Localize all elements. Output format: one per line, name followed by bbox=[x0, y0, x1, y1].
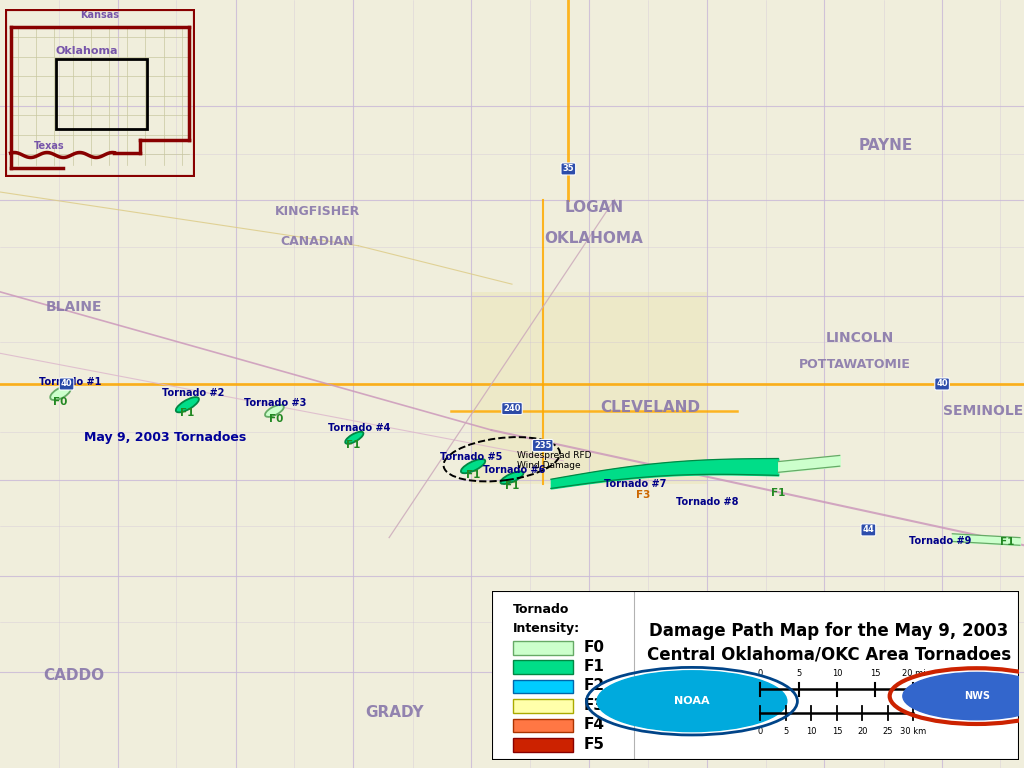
Text: F1: F1 bbox=[505, 481, 519, 492]
Text: Oklahoma: Oklahoma bbox=[56, 46, 119, 56]
Bar bbox=[513, 700, 573, 713]
Text: CADDO: CADDO bbox=[43, 668, 104, 684]
Text: Tornado #5: Tornado #5 bbox=[440, 452, 503, 462]
Text: F3: F3 bbox=[636, 490, 650, 501]
Text: 40: 40 bbox=[60, 379, 73, 389]
Ellipse shape bbox=[50, 386, 71, 400]
Text: Tornado #4: Tornado #4 bbox=[328, 422, 390, 433]
Text: NOAA: NOAA bbox=[674, 696, 710, 707]
Text: 0: 0 bbox=[758, 668, 763, 677]
Text: Tornado: Tornado bbox=[513, 603, 569, 616]
Text: F3: F3 bbox=[584, 698, 605, 713]
Text: 15: 15 bbox=[870, 668, 881, 677]
Text: Tornado #3: Tornado #3 bbox=[244, 398, 306, 409]
Bar bbox=[513, 719, 573, 732]
Text: 30 km: 30 km bbox=[900, 727, 927, 736]
Bar bbox=[513, 738, 573, 752]
Text: 20: 20 bbox=[857, 727, 867, 736]
Text: 10: 10 bbox=[806, 727, 817, 736]
Text: GRADY: GRADY bbox=[365, 705, 424, 720]
Text: POTTAWATOMIE: POTTAWATOMIE bbox=[799, 359, 911, 371]
Text: F4: F4 bbox=[584, 717, 605, 733]
Text: LOGAN: LOGAN bbox=[564, 200, 624, 215]
Text: Tornado #7: Tornado #7 bbox=[604, 478, 667, 489]
Text: F2: F2 bbox=[584, 678, 605, 694]
Text: OKLAHOMA: OKLAHOMA bbox=[545, 230, 643, 246]
Text: 25: 25 bbox=[883, 727, 893, 736]
Bar bbox=[513, 660, 573, 674]
Text: F1: F1 bbox=[771, 488, 785, 498]
Ellipse shape bbox=[176, 397, 199, 412]
Text: Widespread RFD
Wind Damage: Widespread RFD Wind Damage bbox=[517, 451, 592, 471]
Text: Tornado #6: Tornado #6 bbox=[483, 465, 546, 475]
Text: 15: 15 bbox=[831, 727, 842, 736]
Text: May 9, 2003 Tornadoes: May 9, 2003 Tornadoes bbox=[84, 432, 246, 444]
Text: Tornado #8: Tornado #8 bbox=[676, 496, 738, 507]
Text: 10: 10 bbox=[831, 668, 842, 677]
Text: 5: 5 bbox=[796, 668, 802, 677]
Text: Intensity:: Intensity: bbox=[513, 622, 580, 635]
Text: F1: F1 bbox=[1000, 537, 1015, 548]
Text: PAYNE: PAYNE bbox=[859, 138, 912, 154]
Text: 0: 0 bbox=[758, 727, 763, 736]
Ellipse shape bbox=[345, 432, 364, 444]
Text: F0: F0 bbox=[53, 396, 68, 407]
Bar bbox=[513, 641, 573, 654]
Text: Kansas: Kansas bbox=[80, 9, 120, 20]
Text: F0: F0 bbox=[269, 413, 284, 424]
Text: KINGFISHER: KINGFISHER bbox=[274, 205, 360, 217]
Text: 240: 240 bbox=[503, 404, 521, 413]
Text: SEMINOLE: SEMINOLE bbox=[943, 404, 1023, 418]
Text: F1: F1 bbox=[466, 469, 480, 480]
Circle shape bbox=[597, 670, 786, 732]
Ellipse shape bbox=[501, 472, 523, 484]
Text: CANADIAN: CANADIAN bbox=[281, 236, 354, 248]
Text: 235: 235 bbox=[534, 441, 552, 450]
Text: MO: MO bbox=[526, 720, 549, 732]
Text: F5: F5 bbox=[584, 737, 605, 752]
Text: 40: 40 bbox=[936, 379, 948, 389]
Text: F1: F1 bbox=[584, 659, 605, 674]
Text: F1: F1 bbox=[346, 440, 360, 451]
Text: Tornado #1: Tornado #1 bbox=[39, 377, 101, 388]
Text: NWS: NWS bbox=[964, 691, 989, 701]
Text: BLAINE: BLAINE bbox=[45, 300, 102, 314]
Text: LINCOLN: LINCOLN bbox=[826, 331, 894, 345]
Text: 20 mi: 20 mi bbox=[901, 668, 926, 677]
Bar bbox=[471, 292, 707, 484]
Text: Texas: Texas bbox=[34, 141, 65, 151]
Ellipse shape bbox=[461, 459, 485, 473]
Text: F0: F0 bbox=[584, 640, 605, 654]
Text: 44: 44 bbox=[862, 525, 874, 535]
Text: CLEVELAND: CLEVELAND bbox=[600, 399, 700, 415]
Text: Tornado #9: Tornado #9 bbox=[909, 536, 972, 547]
Text: Damage Path Map for the May 9, 2003
Central Oklahoma/OKC Area Tornadoes: Damage Path Map for the May 9, 2003 Cent… bbox=[647, 622, 1011, 664]
Circle shape bbox=[903, 673, 1024, 720]
Bar bbox=[513, 680, 573, 694]
Ellipse shape bbox=[265, 405, 284, 417]
Text: Tornado #2: Tornado #2 bbox=[162, 388, 224, 399]
Bar bbox=[56, 59, 147, 129]
Text: F1: F1 bbox=[180, 408, 195, 419]
Text: 35: 35 bbox=[562, 164, 574, 174]
Text: 5: 5 bbox=[783, 727, 788, 736]
